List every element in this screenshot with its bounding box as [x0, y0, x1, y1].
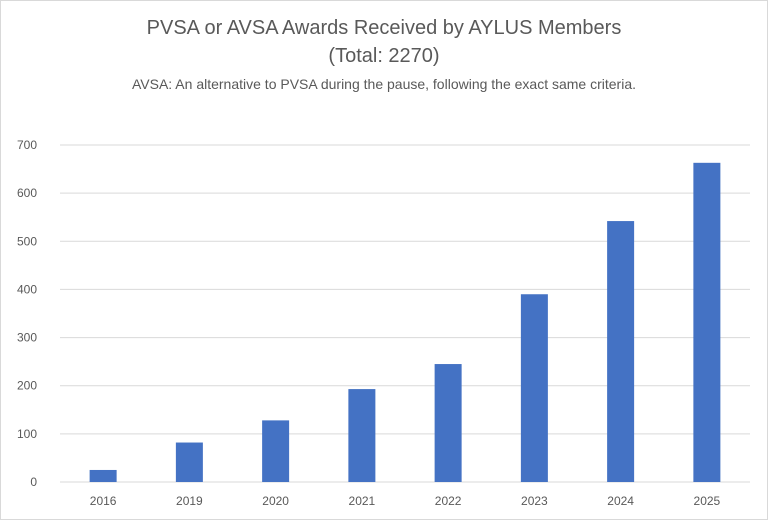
y-tick-label: 400: [17, 282, 37, 296]
y-tick-label: 0: [30, 475, 37, 489]
y-tick-label: 300: [17, 331, 37, 345]
x-tick-label: 2025: [694, 494, 721, 508]
bar-2025: [693, 162, 721, 482]
y-tick-label: 500: [17, 234, 37, 248]
y-tick-label: 200: [17, 379, 37, 393]
bar-2021: [348, 389, 376, 482]
bar-2023: [520, 294, 548, 482]
x-tick-label: 2020: [262, 494, 289, 508]
x-tick-label: 2023: [521, 494, 548, 508]
bar-2019: [175, 442, 203, 482]
y-axis: 0 100 200 300 400 500 600 700: [17, 138, 37, 489]
bars: [89, 162, 721, 482]
x-tick-label: 2021: [349, 494, 376, 508]
x-tick-label: 2019: [176, 494, 203, 508]
bar-2020: [262, 420, 290, 482]
chart-title-line-2: (Total: 2270): [328, 45, 440, 67]
bar-2022: [434, 364, 462, 482]
bar-2016: [89, 469, 117, 482]
x-tick-label: 2022: [435, 494, 462, 508]
chart-title-line-1: PVSA or AVSA Awards Received by AYLUS Me…: [146, 17, 622, 39]
y-tick-label: 100: [17, 427, 37, 441]
y-tick-label: 600: [17, 186, 37, 200]
chart-subtitle: AVSA: An alternative to PVSA during the …: [131, 76, 637, 92]
bar-2024: [607, 221, 635, 482]
x-tick-label: 2016: [90, 494, 117, 508]
x-tick-label: 2024: [607, 494, 634, 508]
x-axis: 2016 2019 2020 2021 2022 2023 2024 2025: [90, 494, 721, 508]
gridlines: [60, 144, 750, 483]
y-tick-label: 700: [17, 138, 37, 152]
